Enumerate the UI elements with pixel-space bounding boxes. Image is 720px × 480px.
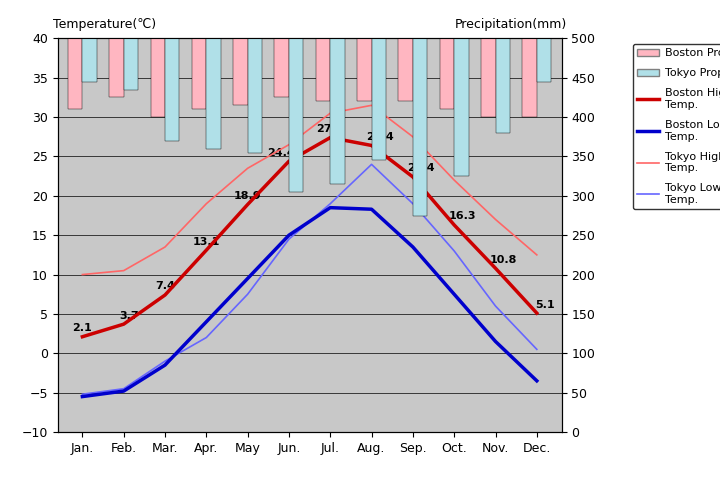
Tokyo Low
Temp. [78, 391, 86, 397]
Line: Tokyo High
Temp.: Tokyo High Temp. [82, 105, 537, 275]
Text: 2.1: 2.1 [73, 323, 92, 333]
Text: 5.1: 5.1 [536, 300, 555, 310]
Tokyo Low
Temp. [120, 386, 128, 392]
Tokyo Low
Temp. [450, 248, 459, 254]
Boston High
Temp. [284, 158, 293, 164]
Bar [481, 38, 495, 117]
Text: Precipitation(mm): Precipitation(mm) [454, 18, 567, 31]
Boston Low
Temp. [533, 378, 541, 384]
Bar [330, 38, 345, 184]
Bar [68, 38, 82, 109]
Tokyo Low
Temp. [326, 201, 335, 206]
Bar [274, 38, 289, 97]
Line: Boston High
Temp.: Boston High Temp. [82, 138, 537, 337]
Tokyo High
Temp. [491, 216, 500, 222]
Bar [537, 38, 552, 82]
Bar [495, 38, 510, 133]
Boston Low
Temp. [491, 338, 500, 344]
Tokyo High
Temp. [408, 134, 417, 140]
Text: 24.4: 24.4 [266, 148, 294, 157]
Bar [398, 38, 413, 101]
Bar [207, 38, 221, 149]
Boston Low
Temp. [120, 388, 128, 394]
Text: Temperature(℃): Temperature(℃) [53, 18, 156, 31]
Bar [248, 38, 262, 153]
Boston High
Temp. [450, 222, 459, 228]
Tokyo High
Temp. [202, 201, 211, 206]
Boston High
Temp. [533, 310, 541, 316]
Boston Low
Temp. [78, 394, 86, 399]
Tokyo Low
Temp. [161, 358, 169, 364]
Boston Low
Temp. [408, 244, 417, 250]
Line: Tokyo Low
Temp.: Tokyo Low Temp. [82, 164, 537, 394]
Boston High
Temp. [202, 247, 211, 253]
Boston High
Temp. [161, 292, 169, 298]
Tokyo High
Temp. [450, 177, 459, 183]
Boston Low
Temp. [161, 362, 169, 368]
Boston High
Temp. [78, 334, 86, 340]
Tokyo High
Temp. [161, 244, 169, 250]
Text: 3.7: 3.7 [120, 311, 139, 321]
Tokyo Low
Temp. [367, 161, 376, 167]
Line: Boston Low
Temp.: Boston Low Temp. [82, 208, 537, 396]
Boston Low
Temp. [450, 291, 459, 297]
Tokyo High
Temp. [367, 102, 376, 108]
Text: 22.4: 22.4 [408, 163, 435, 173]
Tokyo High
Temp. [326, 110, 335, 116]
Text: 26.4: 26.4 [366, 132, 394, 142]
Text: 27.4: 27.4 [317, 124, 344, 134]
Legend: Boston Prop., Tokyo Prop., Boston High
Temp., Boston Low
Temp., Tokyo High
Temp.: Boston Prop., Tokyo Prop., Boston High T… [633, 44, 720, 209]
Bar [289, 38, 303, 192]
Boston Low
Temp. [243, 276, 252, 281]
Tokyo High
Temp. [533, 252, 541, 258]
Bar [124, 38, 138, 90]
Boston High
Temp. [326, 135, 335, 141]
Tokyo Low
Temp. [408, 201, 417, 206]
Boston High
Temp. [120, 321, 128, 327]
Boston Low
Temp. [326, 205, 335, 211]
Text: 7.4: 7.4 [155, 281, 175, 291]
Bar [192, 38, 207, 109]
Bar [109, 38, 124, 97]
Bar [233, 38, 248, 105]
Tokyo High
Temp. [78, 272, 86, 277]
Tokyo Low
Temp. [533, 347, 541, 352]
Bar [357, 38, 372, 101]
Text: 18.9: 18.9 [234, 191, 261, 201]
Boston High
Temp. [408, 174, 417, 180]
Bar [440, 38, 454, 109]
Bar [165, 38, 179, 141]
Boston Low
Temp. [367, 206, 376, 212]
Bar [454, 38, 469, 176]
Text: 16.3: 16.3 [449, 211, 476, 221]
Bar [150, 38, 165, 117]
Bar [82, 38, 97, 82]
Boston Low
Temp. [202, 319, 211, 324]
Boston High
Temp. [243, 202, 252, 207]
Tokyo High
Temp. [120, 268, 128, 274]
Boston Low
Temp. [284, 232, 293, 238]
Tokyo Low
Temp. [243, 291, 252, 297]
Bar [522, 38, 537, 117]
Bar [372, 38, 386, 160]
Boston High
Temp. [367, 143, 376, 148]
Bar [413, 38, 428, 216]
Tokyo High
Temp. [284, 142, 293, 147]
Text: 10.8: 10.8 [490, 255, 518, 264]
Text: 13.1: 13.1 [193, 237, 220, 247]
Bar [316, 38, 330, 101]
Boston High
Temp. [491, 265, 500, 271]
Tokyo Low
Temp. [284, 236, 293, 242]
Tokyo Low
Temp. [202, 335, 211, 340]
Tokyo Low
Temp. [491, 303, 500, 309]
Tokyo High
Temp. [243, 166, 252, 171]
